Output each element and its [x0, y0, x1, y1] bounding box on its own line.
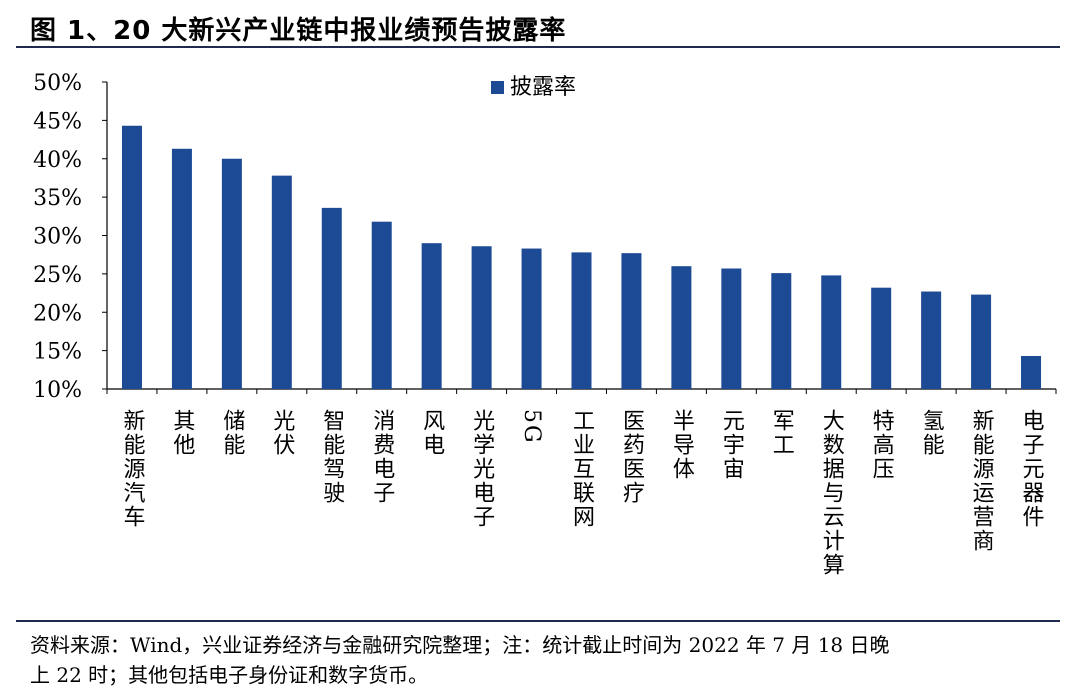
source-note-line-2: 上 22 时；其他包括电子身份证和数字货币。 [30, 663, 429, 687]
bar [871, 287, 892, 389]
x-tick-label: 智能驾驶 [319, 409, 345, 505]
bar [171, 148, 192, 389]
bar [571, 252, 592, 389]
y-tick-label: 25% [33, 263, 82, 288]
legend-label: 披露率 [510, 75, 576, 100]
footer-rule [16, 620, 1060, 622]
x-tick-label: 特高压 [869, 409, 895, 481]
chart-title: 图 1、20 大新兴产业链中报业绩预告披露率 [30, 16, 567, 46]
bar [721, 268, 742, 389]
y-tick-label: 30% [33, 225, 82, 250]
x-tick-label: 军工 [769, 409, 794, 457]
y-tick-label: 20% [33, 301, 82, 326]
x-tick-label: 氢能 [919, 409, 944, 457]
x-tick-label: 消费电子 [369, 409, 395, 505]
bar [371, 221, 392, 389]
legend-swatch [491, 81, 504, 94]
bar [971, 294, 992, 389]
x-tick-label: 光伏 [269, 409, 295, 457]
y-tick-label: 15% [33, 340, 82, 365]
bar-chart: 10% 15% 20% 25% 30% 35% 40% 45% 50% 新能源汽车 其他 储能 光伏 智能… [33, 71, 1057, 577]
x-tick-label: 医药医疗 [619, 409, 645, 505]
bar [221, 158, 242, 389]
bar [271, 175, 292, 389]
x-tick-label: 光学光电子 [469, 409, 495, 529]
y-tick-label: 40% [33, 148, 82, 173]
source-note-line-1: 资料来源：Wind，兴业证券经济与金融研究院整理；注：统计截止时间为 2022 … [30, 633, 890, 657]
x-tick-label: 电子元器件 [1019, 409, 1045, 529]
bar [921, 291, 942, 389]
x-tick-label: 新能源运营商 [969, 409, 995, 553]
bar [671, 266, 692, 389]
x-tick-label: 新能源汽车 [119, 409, 145, 529]
x-tick-label: 半导体 [669, 409, 695, 481]
title-rule [16, 46, 1060, 48]
x-tick-label: 其他 [169, 409, 195, 457]
bar [521, 248, 542, 389]
x-tick-label: 储能 [219, 409, 245, 457]
bar [471, 246, 492, 389]
bar [1021, 355, 1042, 389]
bar [771, 273, 792, 389]
source-note: 资料来源：Wind，兴业证券经济与金融研究院整理；注：统计截止时间为 2022 … [30, 630, 1060, 690]
y-tick-label: 35% [33, 186, 82, 211]
y-tick-label: 10% [33, 378, 82, 403]
bar [821, 275, 842, 389]
bar [621, 253, 642, 389]
x-tick-label: 风电 [419, 409, 445, 457]
bar [121, 125, 142, 389]
y-tick-label: 45% [33, 109, 82, 134]
bar [321, 207, 342, 389]
x-tick-label: 工业互联网 [569, 409, 595, 529]
x-tick-label: 元宇宙 [719, 409, 744, 481]
x-tick-label: 5G [519, 409, 544, 445]
x-tick-label: 大数据与云计算 [819, 409, 845, 577]
bar [421, 243, 442, 389]
y-tick-label: 50% [33, 71, 82, 96]
